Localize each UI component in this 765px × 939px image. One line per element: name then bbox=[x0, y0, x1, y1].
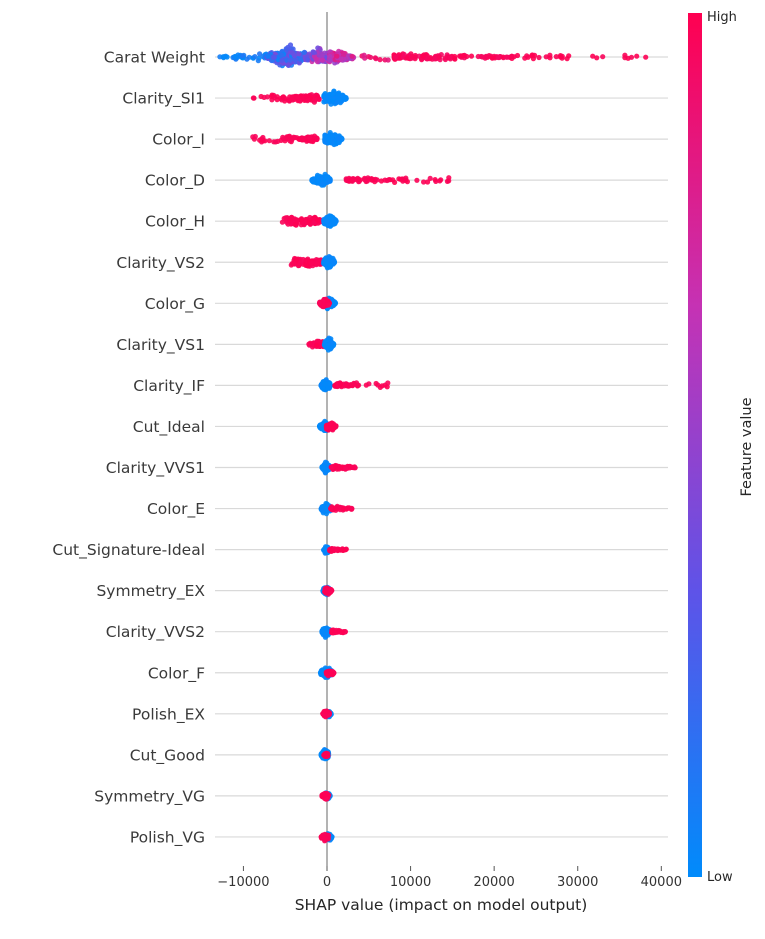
feature-label: Clarity_VVS1 bbox=[106, 459, 205, 478]
colorbar-title: Feature value bbox=[739, 397, 755, 496]
chart-generated-layer: Carat Weight Clarity_SI1 Color_I Color_D Col… bbox=[52, 12, 702, 890]
beeswarm-points-color-e bbox=[318, 500, 355, 517]
beeswarm-points-cut-ideal bbox=[316, 418, 339, 433]
feature-label: Color_E bbox=[147, 500, 205, 519]
x-tick-label: 0 bbox=[323, 875, 331, 890]
beeswarm-points-clarity-vs1 bbox=[306, 335, 337, 353]
beeswarm-points-color-g bbox=[317, 295, 338, 312]
feature-label: Cut_Signature-Ideal bbox=[52, 541, 205, 560]
beeswarm-points-color-h bbox=[279, 213, 339, 229]
beeswarm-points-polish-vg bbox=[318, 831, 335, 844]
x-tick-label: 20000 bbox=[473, 875, 514, 890]
feature-label: Color_I bbox=[152, 131, 205, 150]
x-axis-title: SHAP value (impact on model output) bbox=[295, 896, 588, 914]
feature-label: Polish_EX bbox=[132, 705, 205, 724]
beeswarm-points-clarity-si1 bbox=[250, 88, 349, 107]
feature-label: Clarity_IF bbox=[133, 377, 205, 396]
feature-label: Cut_Ideal bbox=[133, 418, 205, 437]
beeswarm-points-clarity-vvs2 bbox=[319, 625, 348, 640]
feature-value-colorbar bbox=[688, 13, 702, 877]
feature-label: Polish_VG bbox=[130, 828, 205, 847]
feature-label: Clarity_VS2 bbox=[116, 254, 205, 273]
x-tick-label: 40000 bbox=[641, 875, 682, 890]
beeswarm-points-color-f bbox=[317, 665, 337, 681]
beeswarm-points-color-i bbox=[250, 130, 345, 148]
feature-label: Color_F bbox=[148, 664, 205, 683]
feature-label: Color_D bbox=[145, 172, 205, 191]
beeswarm-points-symmetry-vg bbox=[319, 790, 333, 802]
feature-label: Color_G bbox=[145, 295, 205, 314]
feature-label: Clarity_SI1 bbox=[122, 90, 205, 109]
feature-label: Symmetry_VG bbox=[94, 787, 205, 806]
feature-label: Symmetry_EX bbox=[96, 582, 205, 601]
beeswarm-points-clarity-vvs1 bbox=[319, 459, 358, 476]
beeswarm-points-clarity-if bbox=[318, 377, 391, 393]
colorbar-low-label: Low bbox=[707, 870, 733, 885]
beeswarm-points-polish-ex bbox=[320, 708, 334, 720]
beeswarm-points-cut-good bbox=[318, 747, 332, 762]
x-tick-label: −10000 bbox=[217, 875, 269, 890]
beeswarm-points-color-d bbox=[309, 171, 452, 188]
beeswarm-points-carat-weight bbox=[217, 42, 649, 69]
feature-label: Color_H bbox=[145, 213, 205, 232]
colorbar-high-label: High bbox=[707, 10, 737, 25]
x-tick-label: 10000 bbox=[390, 875, 431, 890]
feature-label: Carat Weight bbox=[104, 49, 205, 67]
feature-label: Clarity_VVS2 bbox=[106, 623, 205, 642]
beeswarm-points-cut-signature-ideal bbox=[321, 544, 349, 556]
beeswarm-points-symmetry-ex bbox=[320, 584, 335, 598]
feature-label: Clarity_VS1 bbox=[116, 336, 205, 355]
beeswarm-points-clarity-vs2 bbox=[288, 254, 338, 271]
feature-label: Cut_Good bbox=[130, 746, 205, 765]
x-tick-label: 30000 bbox=[557, 875, 598, 890]
